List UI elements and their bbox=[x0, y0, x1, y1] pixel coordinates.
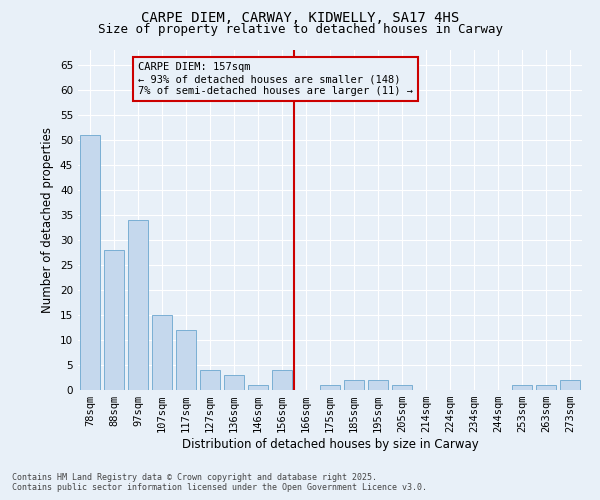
Text: CARPE DIEM: 157sqm
← 93% of detached houses are smaller (148)
7% of semi-detache: CARPE DIEM: 157sqm ← 93% of detached hou… bbox=[138, 62, 413, 96]
Bar bbox=[512, 385, 532, 390]
Y-axis label: Number of detached properties: Number of detached properties bbox=[41, 127, 55, 313]
Bar bbox=[128, 220, 148, 390]
Bar bbox=[392, 385, 412, 390]
Text: Size of property relative to detached houses in Carway: Size of property relative to detached ho… bbox=[97, 22, 503, 36]
Text: Contains HM Land Registry data © Crown copyright and database right 2025.
Contai: Contains HM Land Registry data © Crown c… bbox=[12, 473, 427, 492]
Bar bbox=[368, 380, 388, 390]
Bar bbox=[104, 250, 124, 390]
Bar bbox=[248, 385, 268, 390]
Bar bbox=[80, 135, 100, 390]
Bar bbox=[560, 380, 580, 390]
Bar bbox=[344, 380, 364, 390]
Bar bbox=[200, 370, 220, 390]
Text: CARPE DIEM, CARWAY, KIDWELLY, SA17 4HS: CARPE DIEM, CARWAY, KIDWELLY, SA17 4HS bbox=[141, 11, 459, 25]
Bar bbox=[272, 370, 292, 390]
Bar bbox=[320, 385, 340, 390]
X-axis label: Distribution of detached houses by size in Carway: Distribution of detached houses by size … bbox=[182, 438, 478, 451]
Bar bbox=[152, 315, 172, 390]
Bar bbox=[224, 375, 244, 390]
Bar bbox=[176, 330, 196, 390]
Bar bbox=[536, 385, 556, 390]
